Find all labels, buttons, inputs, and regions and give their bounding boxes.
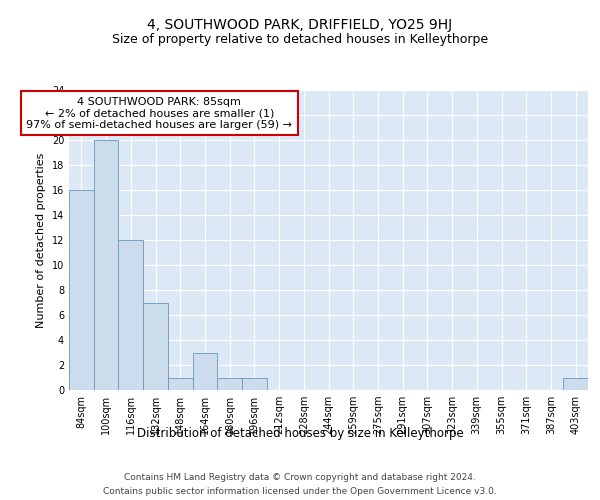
Bar: [118, 240, 143, 390]
Bar: [193, 352, 217, 390]
Text: Size of property relative to detached houses in Kelleythorpe: Size of property relative to detached ho…: [112, 32, 488, 46]
Text: Distribution of detached houses by size in Kelleythorpe: Distribution of detached houses by size …: [137, 428, 463, 440]
Text: 4 SOUTHWOOD PARK: 85sqm
← 2% of detached houses are smaller (1)
97% of semi-deta: 4 SOUTHWOOD PARK: 85sqm ← 2% of detached…: [26, 96, 292, 130]
Bar: [217, 378, 242, 390]
Bar: [69, 190, 94, 390]
Bar: [242, 378, 267, 390]
Text: Contains HM Land Registry data © Crown copyright and database right 2024.: Contains HM Land Registry data © Crown c…: [124, 472, 476, 482]
Text: Contains public sector information licensed under the Open Government Licence v3: Contains public sector information licen…: [103, 488, 497, 496]
Bar: [94, 140, 118, 390]
Bar: [143, 302, 168, 390]
Text: 4, SOUTHWOOD PARK, DRIFFIELD, YO25 9HJ: 4, SOUTHWOOD PARK, DRIFFIELD, YO25 9HJ: [148, 18, 452, 32]
Bar: [563, 378, 588, 390]
Bar: [168, 378, 193, 390]
Y-axis label: Number of detached properties: Number of detached properties: [36, 152, 46, 328]
